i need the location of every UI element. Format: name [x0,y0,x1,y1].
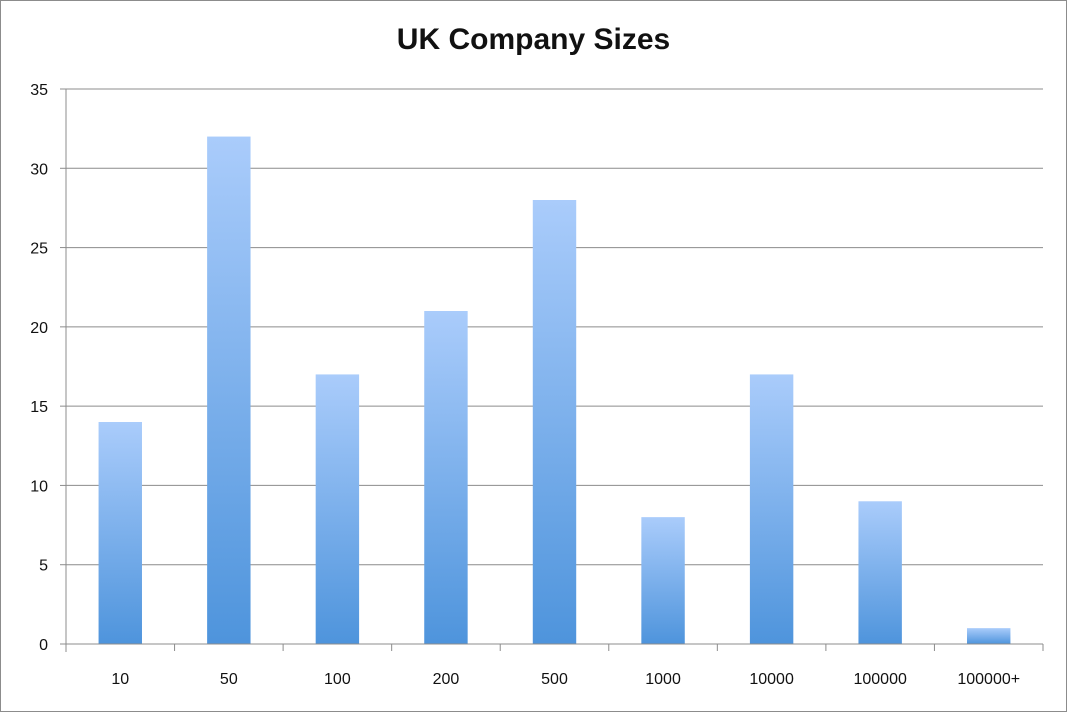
y-tick-label: 25 [30,241,48,258]
bar-100000plus [967,628,1011,644]
y-tick-label: 15 [30,399,48,416]
bar-100 [315,374,360,644]
x-tick-label: 100 [324,671,351,688]
x-tick-label: 200 [433,671,460,688]
y-tick-label: 0 [39,637,48,654]
y-tick-label: 10 [30,478,48,495]
y-tick-label: 5 [39,558,48,575]
axes [60,88,1044,652]
bars [98,136,1011,645]
bar-500 [532,200,577,644]
x-tick-label: 10000 [749,671,794,688]
chart-title: UK Company Sizes [396,23,671,56]
x-tick-label: 50 [220,671,238,688]
x-tick-label: 100000 [853,671,906,688]
y-tick-label: 30 [30,161,48,178]
x-tick-label: 500 [541,671,568,688]
tick-labels: 0 5 10 15 20 25 30 35 10 50 100 200 500 1000 10000 1000… [30,82,1020,688]
bar-1000 [641,517,685,644]
y-tick-label: 35 [30,82,48,99]
bar-200 [424,311,468,644]
x-tick-label: 10 [111,671,129,688]
x-tick-label: 1000 [645,671,681,688]
x-tick-label: 100000+ [957,671,1020,688]
bar-50 [207,136,251,645]
bar-10 [98,422,142,644]
bar-100000 [858,501,902,644]
y-tick-label: 20 [30,320,48,337]
bar-10000 [749,374,794,644]
